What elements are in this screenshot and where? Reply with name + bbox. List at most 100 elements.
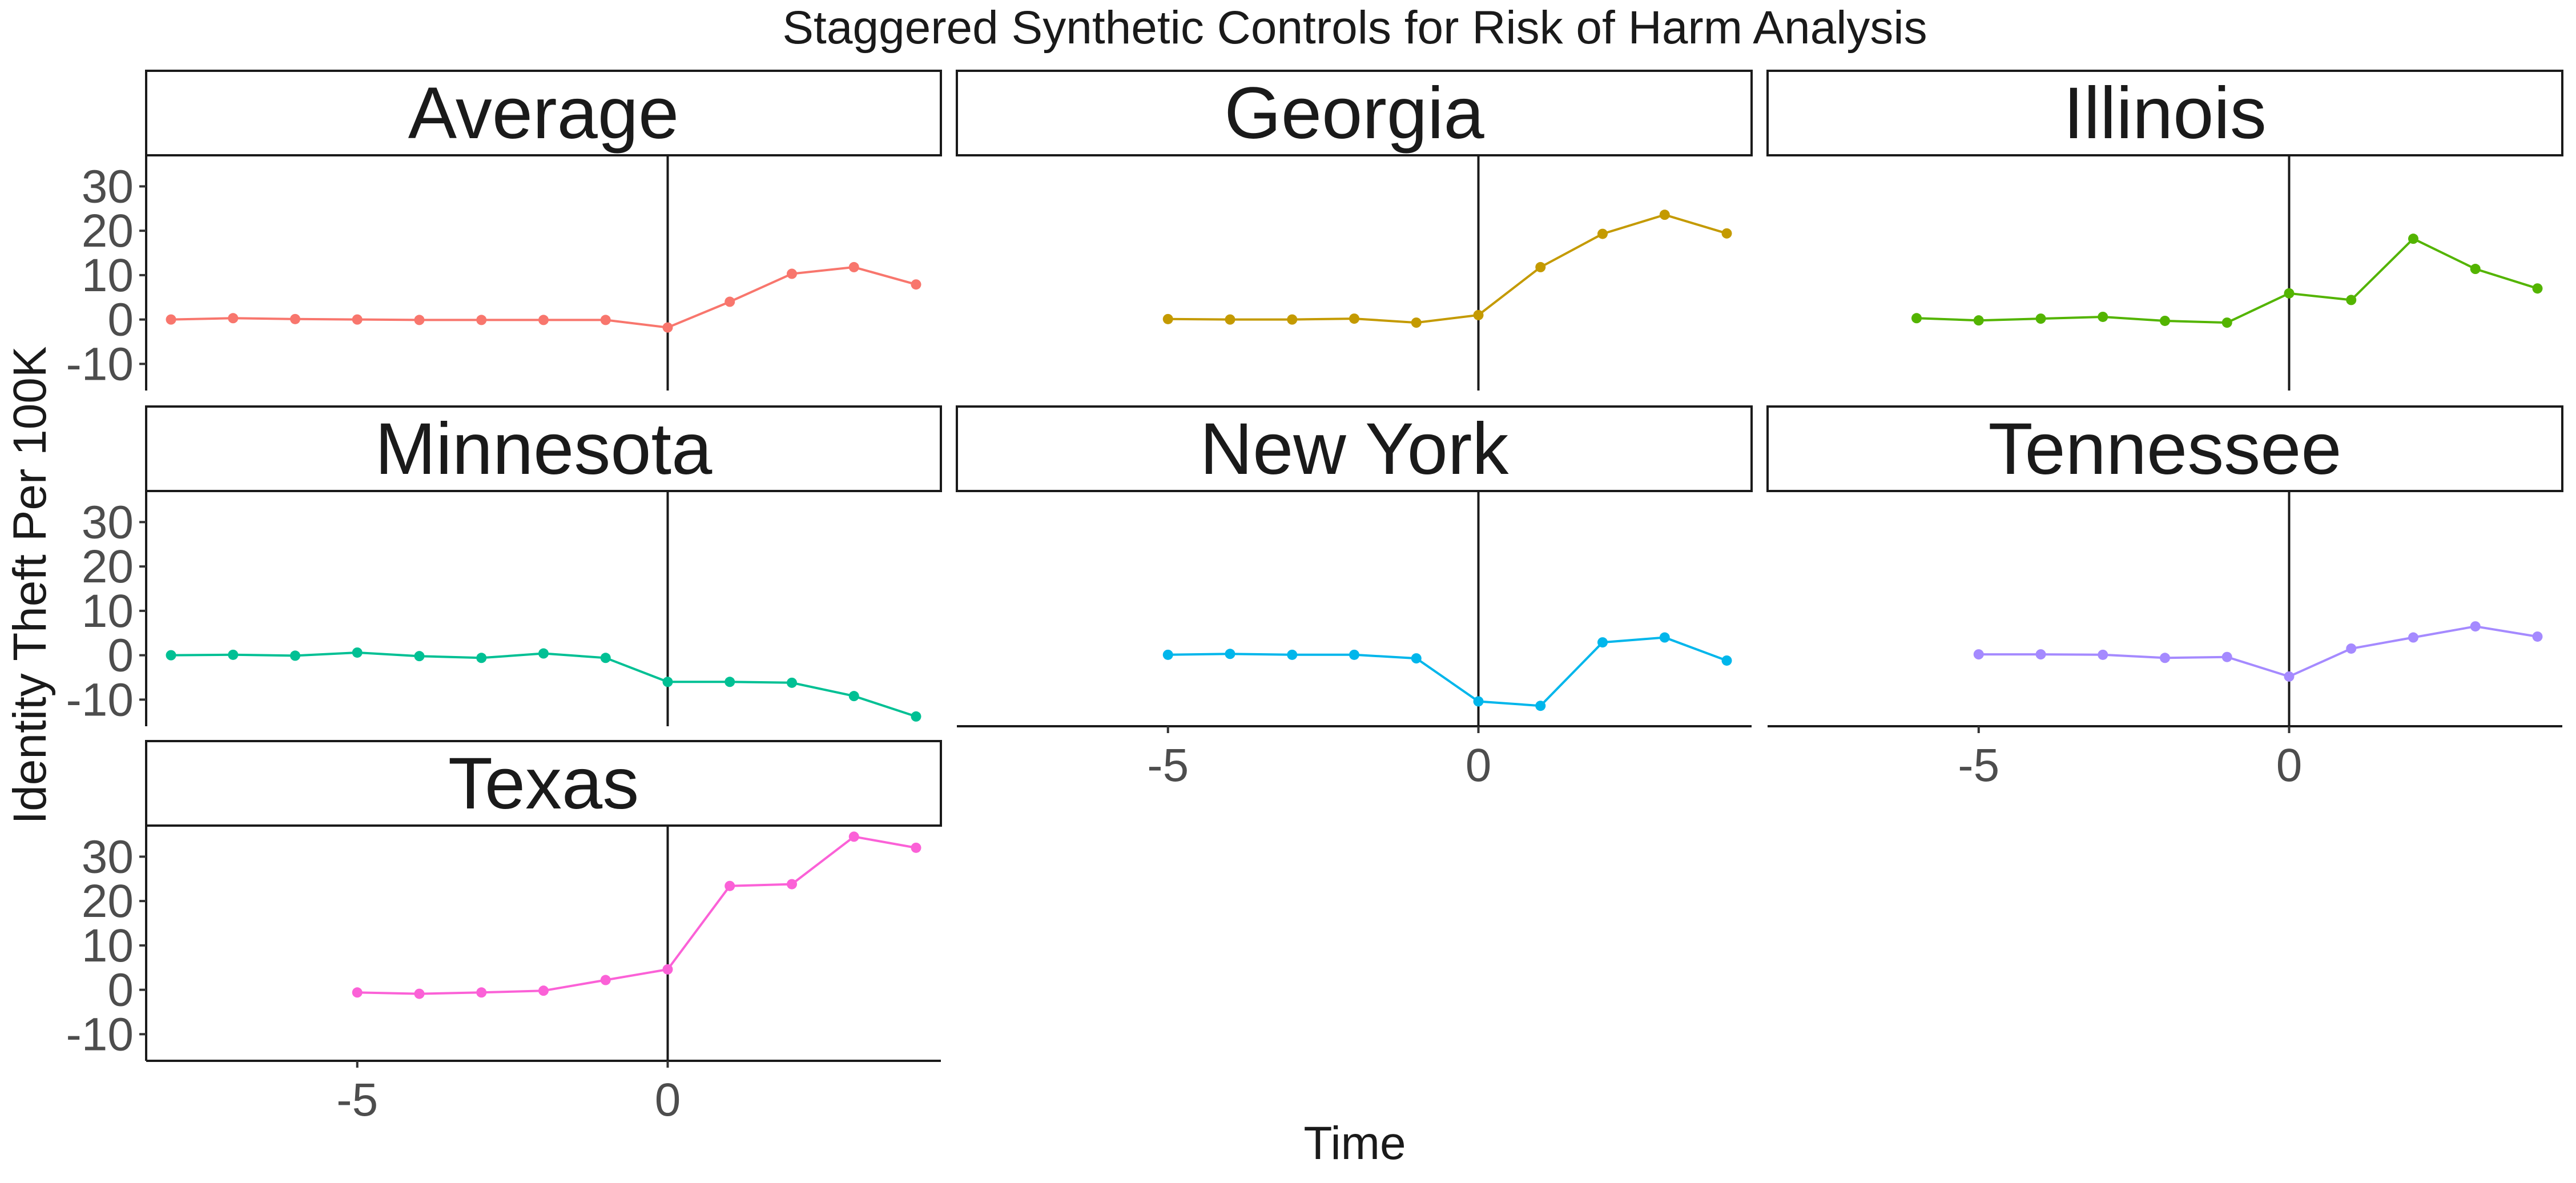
y-tick-label: 10: [82, 585, 134, 637]
facet-strip: [145, 70, 942, 156]
data-point: [2221, 651, 2232, 662]
data-point: [2346, 295, 2357, 305]
data-point: [352, 987, 363, 998]
y-tick-label: 20: [82, 205, 134, 257]
y-tick-label: 30: [82, 831, 134, 883]
data-point: [1162, 313, 1173, 324]
x-tick-label: 0: [655, 1074, 681, 1126]
data-point: [600, 975, 611, 985]
data-point: [1225, 649, 1235, 659]
facet-strip-label: Average: [408, 73, 679, 154]
series-line: [1168, 214, 1728, 324]
data-point: [1473, 309, 1484, 320]
y-tick-label: 0: [107, 294, 134, 346]
data-point: [1287, 649, 1298, 660]
data-point: [787, 879, 797, 890]
y-tick-label: 10: [82, 250, 134, 301]
facet-strip: [1766, 70, 2563, 156]
data-point: [2532, 283, 2543, 294]
data-point: [1411, 317, 1422, 328]
series-line: [1916, 237, 2538, 324]
data-point: [848, 691, 859, 702]
data-point: [662, 677, 673, 687]
data-point: [848, 831, 859, 842]
series-line: [1168, 636, 1728, 707]
y-tick-label: 30: [82, 496, 134, 548]
facet-strip-label: Texas: [448, 743, 639, 824]
facet-strip: [145, 740, 942, 827]
facet-panel-georgia: Georgia: [956, 70, 1753, 391]
y-tick-label: 10: [82, 920, 134, 972]
data-point: [2098, 649, 2108, 660]
data-point: [1973, 315, 1984, 326]
data-point: [2221, 317, 2232, 328]
data-point: [1973, 649, 1984, 660]
data-point: [848, 261, 859, 272]
facet-panel-new-york: New York -5 0: [956, 405, 1753, 791]
chart-title: Staggered Synthetic Controls for Risk of…: [782, 2, 1927, 54]
data-point: [2098, 311, 2108, 322]
facet-strip-label: Illinois: [2063, 73, 2267, 154]
facet-strip-label: Tennessee: [1988, 408, 2341, 490]
data-point: [2532, 631, 2543, 642]
data-point: [787, 268, 797, 279]
data-point: [1349, 649, 1359, 660]
data-point: [1597, 637, 1608, 648]
data-point: [2035, 313, 2046, 324]
data-point: [476, 653, 487, 663]
y-tick-label: -10: [66, 1008, 134, 1060]
x-tick-label: -5: [1958, 739, 1999, 791]
data-point: [228, 313, 239, 324]
data-point: [1535, 701, 1546, 711]
data-point: [228, 649, 239, 660]
facet-strip-label: Georgia: [1224, 73, 1484, 154]
data-point: [2470, 264, 2481, 275]
x-tick-label: -5: [336, 1074, 378, 1126]
facet-strip: [956, 405, 1753, 492]
data-point: [1162, 649, 1173, 660]
data-point: [414, 651, 425, 662]
y-tick-label: 30: [82, 160, 134, 212]
y-axis-title: Identity Theft Per 100K: [4, 346, 56, 824]
data-point: [2408, 234, 2418, 244]
data-point: [1349, 313, 1359, 324]
facet-strip-label: New York: [1200, 408, 1510, 490]
y-tick-label: -10: [66, 338, 134, 390]
data-point: [538, 648, 549, 659]
data-point: [166, 314, 176, 325]
data-point: [1911, 313, 1922, 324]
x-tick-label: 0: [1466, 739, 1492, 791]
y-tick-label: 20: [82, 875, 134, 927]
data-point: [2408, 632, 2418, 643]
y-tick-label: 0: [107, 964, 134, 1016]
data-point: [1287, 314, 1298, 325]
data-point: [476, 315, 487, 325]
data-point: [724, 296, 735, 307]
data-point: [662, 322, 673, 333]
data-point: [2346, 643, 2357, 654]
data-point: [1721, 228, 1732, 239]
data-point: [662, 964, 673, 975]
facet-panel-illinois: Illinois: [1766, 70, 2563, 391]
data-point: [600, 653, 611, 663]
data-point: [787, 677, 797, 688]
data-point: [352, 314, 363, 325]
data-point: [911, 842, 921, 853]
data-point: [2160, 653, 2170, 663]
data-point: [166, 650, 176, 661]
facet-panel-tennessee: Tennessee -5 0: [1766, 405, 2563, 791]
data-point: [1535, 261, 1546, 272]
data-point: [538, 985, 549, 996]
data-point: [724, 880, 735, 891]
facet-strip: [145, 405, 942, 492]
data-point: [600, 315, 611, 325]
data-point: [1659, 210, 1670, 220]
data-point: [476, 987, 487, 998]
x-axis-title: Time: [1303, 1117, 1406, 1169]
series-line: [171, 651, 917, 718]
series-line: [357, 835, 916, 995]
x-tick-label: 0: [2276, 739, 2303, 791]
